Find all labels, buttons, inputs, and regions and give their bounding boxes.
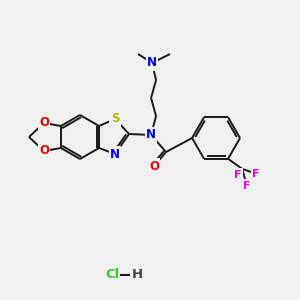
Text: O: O [39, 145, 49, 158]
Text: F: F [252, 169, 260, 179]
Text: O: O [39, 116, 49, 130]
Text: O: O [149, 160, 159, 172]
Text: H: H [131, 268, 142, 281]
Text: N: N [110, 148, 120, 160]
Text: F: F [243, 181, 251, 191]
Text: S: S [111, 112, 119, 125]
Text: Cl: Cl [105, 268, 119, 281]
Text: N: N [147, 56, 157, 70]
Text: N: N [146, 128, 156, 142]
Text: F: F [234, 170, 242, 180]
